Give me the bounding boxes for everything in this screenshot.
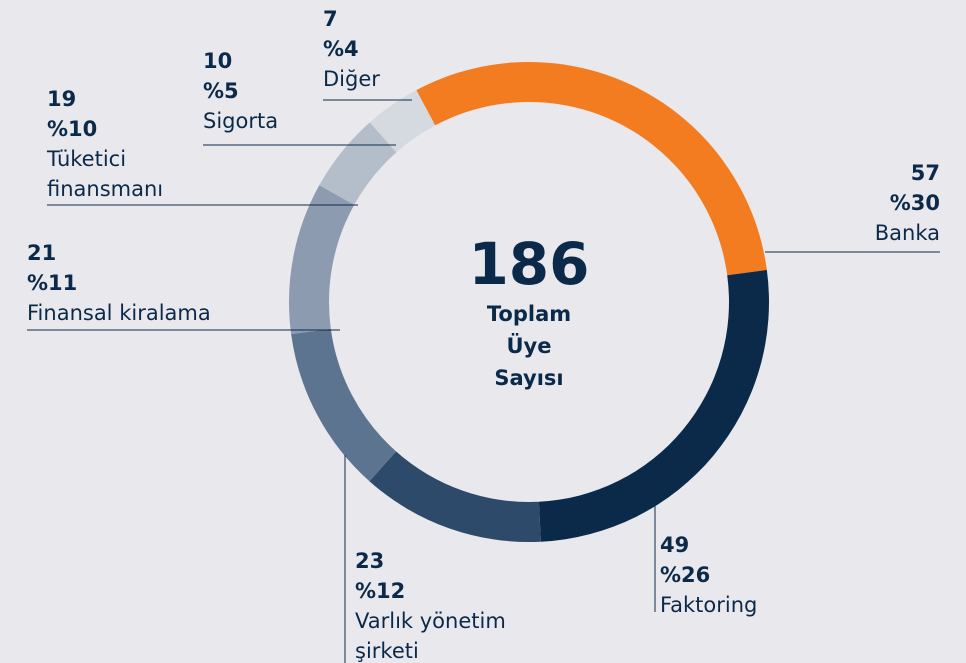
value-label: 19 bbox=[47, 87, 77, 111]
percent-label: %26 bbox=[660, 563, 711, 587]
category-label: Sigorta bbox=[203, 109, 279, 133]
donut-segment bbox=[416, 61, 767, 276]
donut-segment bbox=[289, 185, 355, 335]
category-label: Finansal kiralama bbox=[27, 301, 211, 325]
percent-label: %4 bbox=[323, 37, 359, 61]
value-label: 49 bbox=[660, 533, 690, 557]
center-value: 186 bbox=[468, 230, 589, 298]
donut-segment bbox=[369, 451, 541, 542]
center-label: Üye bbox=[507, 333, 552, 358]
segment-label: 7 %4 Diğer bbox=[323, 4, 423, 94]
donut-segment bbox=[319, 122, 397, 205]
category-label: Diğer bbox=[323, 67, 380, 91]
value-label: 21 bbox=[27, 241, 57, 265]
percent-label: %12 bbox=[355, 579, 406, 603]
donut-segment bbox=[369, 90, 436, 153]
percent-label: %10 bbox=[47, 117, 98, 141]
donut-segment bbox=[291, 328, 397, 482]
percent-label: %11 bbox=[27, 271, 78, 295]
center-label: Sayısı bbox=[494, 366, 563, 390]
segment-label: 21 %11 Finansal kiralama bbox=[27, 238, 267, 328]
segment-label: 23 %12 Varlık yönetim şirketi bbox=[355, 546, 545, 663]
value-label: 57 bbox=[910, 161, 940, 185]
segment-label: 19 %10 Tüketici finansmanı bbox=[47, 84, 207, 204]
percent-label: %30 bbox=[889, 191, 940, 215]
value-label: 10 bbox=[203, 49, 233, 73]
donut-segment bbox=[538, 269, 769, 542]
category-label: Faktoring bbox=[660, 593, 758, 617]
value-label: 23 bbox=[355, 549, 385, 573]
segment-label: 49 %26 Faktoring bbox=[660, 530, 860, 620]
category-label: Varlık yönetim şirketi bbox=[355, 609, 506, 663]
center-label: Toplam bbox=[487, 302, 571, 326]
segment-label: 10 %5 Sigorta bbox=[203, 46, 323, 136]
percent-label: %5 bbox=[203, 79, 239, 103]
category-label: Banka bbox=[874, 221, 940, 245]
segment-label: 57 %30 Banka bbox=[820, 158, 940, 248]
category-label: Tüketici finansmanı bbox=[47, 147, 164, 201]
value-label: 7 bbox=[323, 7, 338, 31]
